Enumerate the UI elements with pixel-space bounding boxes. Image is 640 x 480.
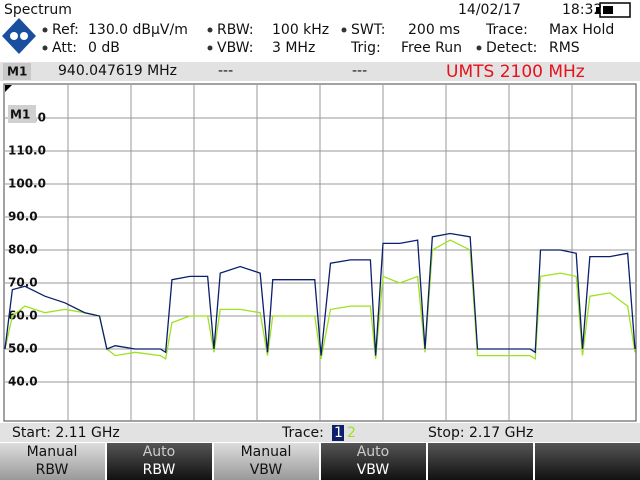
value: 200 ms [408, 22, 460, 38]
softkey-label: Manual [27, 444, 78, 460]
softkey-label: RBW [36, 462, 69, 478]
date: 14/02/17 [458, 2, 521, 18]
softkeys: Manual RBW Auto RBW Manual VBW Auto VBW [0, 443, 426, 480]
y-tick-label: 40.0 [8, 375, 38, 389]
softkey-label: Manual [241, 444, 292, 460]
softkey-label: RBW [143, 462, 176, 478]
softkey-label: VBW [250, 462, 283, 478]
marker: M1 [7, 65, 27, 79]
plot: 40.050.060.070.080.090.0100.0110.0120.0M… [3, 83, 637, 422]
field: --- [352, 63, 367, 79]
value: Free Run [401, 40, 462, 56]
value: 3 MHz [272, 40, 315, 56]
label: Ref: [52, 22, 79, 38]
marker-box [3, 63, 31, 80]
softkey[interactable] [428, 443, 533, 480]
label: Att: [52, 40, 77, 56]
y-tick-label: 60.0 [8, 309, 38, 323]
softkey-label: Auto [357, 444, 390, 460]
stop: Stop: 2.17 GHz [428, 425, 533, 441]
label: VBW: [217, 40, 253, 56]
y-tick-label: 70.0 [8, 276, 38, 290]
bullets [42, 27, 482, 51]
label: Trace: [485, 22, 528, 38]
softkey[interactable] [321, 443, 426, 480]
label: SWT: [351, 22, 385, 38]
marker-frequency: 940.047619 MHz [58, 63, 177, 79]
softkey[interactable] [535, 443, 640, 480]
softkey-label: Auto [143, 444, 176, 460]
y-tick-label: 50.0 [8, 342, 38, 356]
value: 100 kHz [272, 22, 329, 38]
trace [4, 232, 636, 356]
title: Spectrum [4, 2, 72, 18]
standard: UMTS 2100 MHz [446, 62, 585, 82]
y-tick-label: 110.0 [8, 144, 46, 158]
start: Start: 2.11 GHz [12, 425, 120, 441]
footer-bar [0, 423, 640, 442]
trace-1: 1 [334, 425, 343, 441]
trace-2: 2 [347, 425, 356, 441]
y-tick-label: 80.0 [8, 243, 38, 257]
value: Max Hold [549, 22, 614, 38]
marker-corner [5, 85, 12, 92]
trace-label: Trace: [281, 425, 324, 441]
label: RBW: [217, 22, 254, 38]
marker-label-box [8, 105, 36, 123]
value: RMS [549, 40, 580, 56]
y-tick-label: 100.0 [8, 177, 46, 191]
value: 0 dB [88, 40, 120, 56]
value: 130.0 dBµV/m [88, 22, 188, 38]
softkey[interactable] [107, 443, 212, 480]
label: Detect: [486, 40, 537, 56]
softkey-label: VBW [357, 462, 390, 478]
trace-1-box [332, 425, 344, 441]
logo [2, 18, 36, 54]
battery-icon [596, 2, 631, 18]
softkey[interactable] [0, 443, 105, 480]
marker-bar [0, 62, 640, 81]
label: Trig: [350, 40, 381, 56]
softkey[interactable] [214, 443, 319, 480]
field: --- [218, 63, 233, 79]
y-tick-label: 90.0 [8, 210, 38, 224]
time: 18:32 [562, 2, 602, 18]
marker-label: M1 [10, 108, 30, 122]
